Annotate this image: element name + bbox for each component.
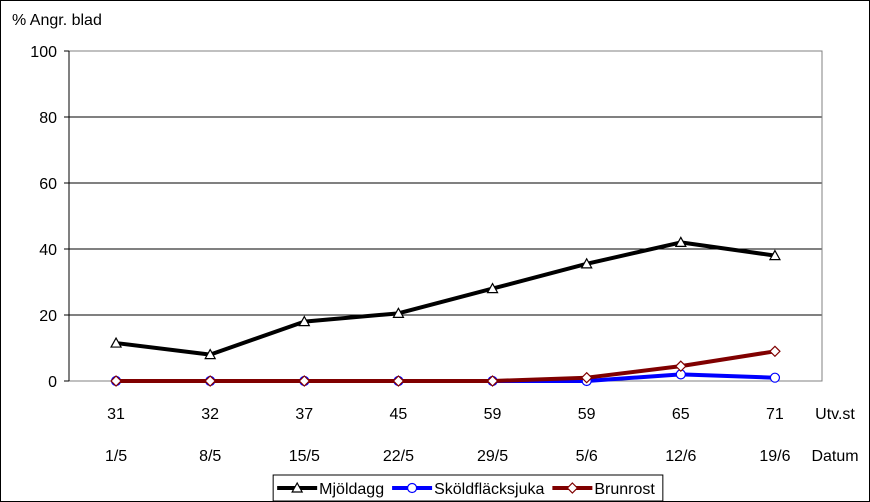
x-tick-label: 45 <box>390 406 408 423</box>
legend-label: Brunrost <box>594 481 655 498</box>
data-point <box>486 282 499 294</box>
legend: Mjöldagg Sköldfläcksjuka Brunrost <box>272 474 664 501</box>
x-tick-label: 71 <box>766 406 784 423</box>
x-row-title: Datum <box>811 448 858 465</box>
x-tick-label: 8/5 <box>199 448 221 465</box>
y-axis-title: % Angr. blad <box>12 12 102 29</box>
data-point <box>580 257 593 269</box>
x-tick-label: 22/5 <box>383 448 414 465</box>
data-point <box>298 375 311 387</box>
legend-label: Sköldfläcksjuka <box>434 481 544 498</box>
data-point <box>392 307 405 318</box>
data-point <box>110 375 122 387</box>
plot-area <box>68 50 823 382</box>
y-tick-label: 80 <box>39 110 57 127</box>
x-tick-label: 12/6 <box>665 448 696 465</box>
y-tick-label: 40 <box>39 242 57 259</box>
series-Brunrost <box>110 345 781 387</box>
y-tick-label: 20 <box>39 308 57 325</box>
x-tick-label: 37 <box>295 406 313 423</box>
legend-item: Mjöldagg <box>277 481 384 498</box>
x-tick-label: 29/5 <box>477 448 508 465</box>
data-point <box>566 482 579 494</box>
data-point <box>406 482 418 494</box>
data-point <box>768 249 781 261</box>
y-axis-ticks: 0 20 40 60 80 100 <box>30 44 70 391</box>
x-tick-label: 31 <box>107 406 125 423</box>
x-tick-label: 15/5 <box>289 448 320 465</box>
x-tick-label: 32 <box>201 406 219 423</box>
data-point <box>674 236 687 247</box>
x-tick-label: 19/6 <box>759 448 790 465</box>
data-point <box>674 360 687 372</box>
data-point <box>204 375 217 387</box>
data-point <box>486 375 499 387</box>
series-line <box>116 349 776 383</box>
x-row-title: Utv.st <box>815 406 855 423</box>
legend-box <box>272 474 664 501</box>
series-line <box>115 240 776 357</box>
x-tick-label: 59 <box>578 406 596 423</box>
x-tick-label: 5/6 <box>576 448 598 465</box>
y-tick-label: 0 <box>48 374 57 391</box>
x-axis-label-rows: 31 32 37 45 59 59 65 71 Utv.st 1/5 8/5 15/5 22/5 29/5… <box>105 406 859 465</box>
data-point <box>110 336 123 348</box>
data-point <box>392 375 405 387</box>
y-tick-label: 60 <box>39 176 57 193</box>
x-tick-label: 1/5 <box>105 448 127 465</box>
legend-item: Sköldfläcksjuka <box>392 481 544 498</box>
data-point <box>204 348 217 360</box>
y-tick-label: 100 <box>30 44 57 61</box>
data-point <box>769 372 781 383</box>
legend-item: Brunrost <box>552 481 655 498</box>
data-point <box>298 315 311 327</box>
series-Mjöldagg <box>110 236 781 360</box>
legend-label: Mjöldagg <box>319 481 384 498</box>
x-tick-label: 65 <box>672 406 690 423</box>
data-point <box>769 345 781 358</box>
data-point <box>580 371 593 384</box>
series-layer <box>110 236 781 387</box>
gridlines <box>69 116 822 382</box>
x-tick-label: 59 <box>484 406 502 423</box>
data-point <box>291 481 304 493</box>
